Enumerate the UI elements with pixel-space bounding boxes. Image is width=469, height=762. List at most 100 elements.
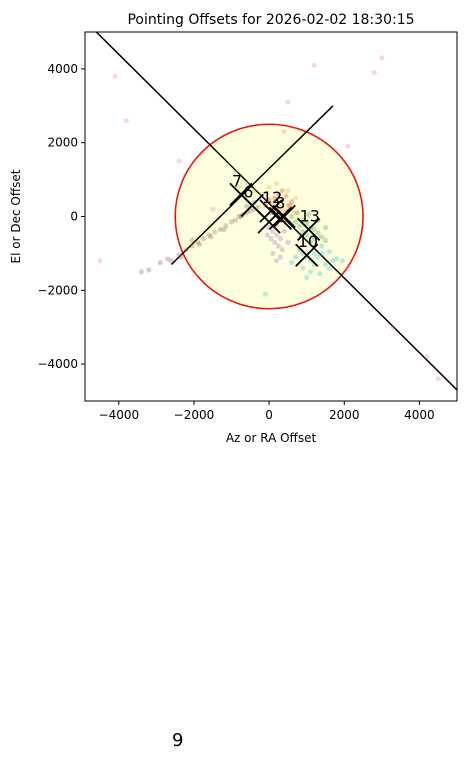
data-point: [270, 200, 276, 207]
data-point: [270, 228, 276, 234]
data-point: [315, 230, 321, 236]
data-point: [311, 226, 317, 233]
data-point: [232, 169, 238, 175]
x-tick-label: 4000: [404, 408, 435, 422]
marker-label-7: 7: [232, 171, 242, 190]
data-point: [289, 260, 295, 266]
data-point: [274, 180, 280, 186]
cross-stroke: [229, 182, 253, 206]
reference-line-1: [95, 32, 457, 391]
y-tick-label: 0: [70, 210, 78, 224]
data-point: [232, 217, 238, 223]
cross-stroke: [295, 243, 319, 267]
data-point: [334, 256, 340, 262]
x-tick-label: 0: [265, 408, 273, 422]
data-point: [281, 129, 287, 135]
data-point: [307, 269, 314, 275]
data-point: [292, 254, 299, 260]
data-point: [243, 203, 250, 209]
data-point: [208, 234, 214, 240]
data-point: [189, 243, 195, 249]
data-point: [319, 234, 325, 240]
x-tick-label: −2000: [174, 408, 215, 422]
data-point: [326, 248, 332, 255]
center-marker-6: [240, 193, 264, 218]
data-point: [305, 212, 312, 218]
data-point: [339, 258, 345, 264]
center-marker-12: [259, 199, 283, 223]
data-point: [277, 204, 283, 210]
data-point: [157, 260, 163, 266]
y-tick-label: 2000: [47, 136, 78, 150]
cross-stroke: [296, 217, 321, 242]
center-marker-13: [296, 217, 321, 242]
data-point: [225, 162, 231, 168]
tolerance-circle: [174, 123, 364, 310]
data-point: [275, 243, 282, 249]
data-point: [315, 254, 321, 260]
data-point: [251, 188, 257, 194]
data-point: [322, 261, 329, 268]
data-point: [236, 184, 242, 190]
data-point: [277, 236, 283, 242]
data-point: [390, 324, 396, 330]
data-point: [424, 354, 430, 360]
center-marker-10: [295, 243, 319, 267]
data-point: [123, 117, 129, 124]
reference-line-2: [170, 105, 334, 266]
data-point: [379, 55, 385, 61]
data-point: [165, 256, 171, 262]
series-7: [97, 55, 441, 382]
data-point: [178, 254, 184, 260]
data-point: [289, 199, 295, 205]
data-point: [311, 62, 317, 68]
data-point: [200, 236, 206, 242]
data-point: [223, 223, 229, 229]
x-tick-label: 2000: [329, 408, 360, 422]
data-point: [168, 258, 175, 264]
data-point: [183, 247, 190, 253]
data-point: [322, 224, 329, 231]
center-marker: [268, 206, 293, 230]
data-point: [345, 143, 351, 149]
marker-label-8: 8: [275, 194, 285, 213]
cross-stroke: [259, 199, 283, 223]
x-tick-label: −4000: [99, 408, 140, 422]
cross-stroke: [268, 206, 293, 230]
data-point: [311, 250, 317, 256]
data-point: [279, 247, 285, 253]
data-point: [176, 252, 182, 258]
data-point: [435, 376, 441, 382]
data-point: [270, 250, 276, 256]
data-point: [296, 223, 302, 229]
data-point: [322, 237, 329, 244]
data-point: [330, 258, 336, 264]
data-point: [319, 250, 325, 256]
data-point: [294, 210, 300, 216]
marker-label-6: 6: [243, 182, 253, 201]
y-tick-label: 4000: [47, 62, 78, 76]
data-point: [243, 180, 250, 186]
marker-label-13: 13: [300, 206, 320, 225]
data-point: [285, 99, 291, 105]
marker-label-12: 12: [262, 188, 282, 207]
series-4: [262, 243, 345, 297]
series-5: [264, 224, 291, 264]
data-point: [228, 219, 235, 225]
data-point: [285, 202, 291, 209]
data-point: [289, 213, 295, 220]
data-point: [221, 226, 227, 233]
cross-stroke: [272, 204, 296, 229]
data-point: [279, 188, 285, 194]
data-point: [285, 188, 291, 194]
data-point: [266, 197, 272, 203]
data-point: [281, 228, 287, 234]
data-point: [264, 232, 270, 238]
x-axis-label: Az or RA Offset: [226, 431, 317, 445]
data-point: [283, 193, 289, 199]
data-point: [300, 265, 306, 271]
data-point: [326, 265, 332, 271]
data-point: [268, 236, 274, 242]
data-point: [304, 274, 310, 280]
data-point: [307, 239, 314, 245]
